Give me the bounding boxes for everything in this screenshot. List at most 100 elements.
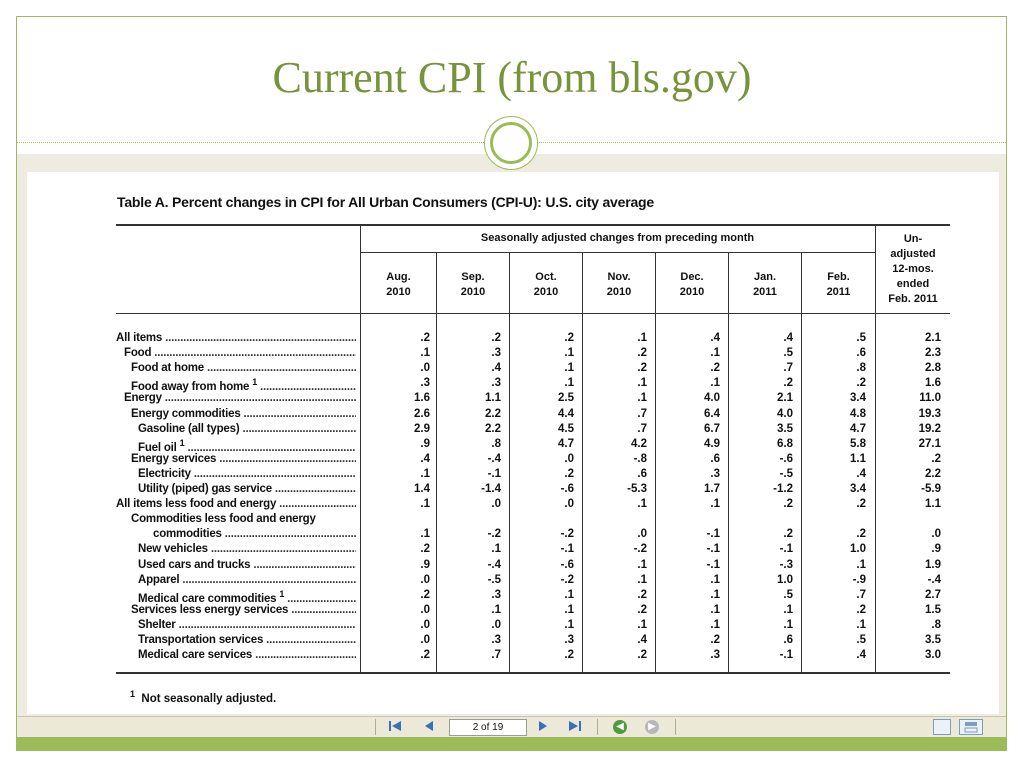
slideshow-navbar: 2 of 19 ◀ ▶ bbox=[17, 716, 1006, 737]
leader-dots: ........................................… bbox=[243, 407, 357, 420]
table-cell: 2.2 bbox=[485, 407, 501, 420]
normal-view-icon[interactable] bbox=[933, 719, 951, 735]
table-cell: 5.8 bbox=[850, 437, 866, 450]
column-header: Nov. 2010 bbox=[583, 270, 655, 300]
table-cell: .1 bbox=[710, 573, 720, 586]
table-cell: .2 bbox=[856, 603, 866, 616]
unadjusted-header-line: Feb. 2011 bbox=[888, 293, 938, 305]
table-cell: .1 bbox=[783, 618, 793, 631]
col-divider bbox=[360, 225, 361, 672]
table-cell: 2.8 bbox=[925, 362, 941, 375]
row-label-text: Food bbox=[124, 347, 152, 360]
table-cell: .8 bbox=[856, 362, 866, 375]
leader-dots: ........................................… bbox=[187, 441, 356, 454]
row-label: Energy commodities .....................… bbox=[131, 408, 356, 420]
row-label-text: commodities bbox=[153, 528, 222, 541]
table-cell: .2 bbox=[856, 498, 866, 511]
leader-dots: ........................................… bbox=[165, 332, 356, 344]
leader-dots: ........................................… bbox=[219, 452, 356, 465]
table-cell: .2 bbox=[564, 467, 574, 480]
row-label: Transportation services ................… bbox=[138, 634, 356, 646]
table-cell: 1.5 bbox=[925, 603, 941, 616]
row-label: Apparel ................................… bbox=[138, 574, 356, 586]
table-cell: -.1 bbox=[706, 528, 720, 541]
table-cell: 2.1 bbox=[777, 392, 793, 405]
table-cell: .4 bbox=[710, 332, 720, 344]
table-cell: .1 bbox=[710, 618, 720, 631]
table-cell: .0 bbox=[420, 362, 430, 375]
last-slide-icon[interactable] bbox=[565, 719, 583, 735]
column-header-year: 2010 bbox=[679, 286, 705, 298]
leader-dots: ........................................… bbox=[279, 498, 356, 511]
column-header-year: 2010 bbox=[460, 286, 486, 298]
table-cell: .4 bbox=[856, 467, 866, 480]
table-cell: 3.5 bbox=[777, 422, 793, 435]
table-cell: 4.5 bbox=[558, 422, 574, 435]
row-label-text: Medical care commodities bbox=[138, 592, 277, 605]
table-cell: -.6 bbox=[560, 558, 574, 571]
table-cell: 1.1 bbox=[485, 392, 501, 405]
leader-dots: ........................................… bbox=[260, 381, 356, 394]
table-cell: .7 bbox=[783, 362, 793, 375]
table-cell: .1 bbox=[637, 573, 647, 586]
table-cell: 3.0 bbox=[925, 649, 941, 662]
forward-icon[interactable]: ▶ bbox=[645, 720, 659, 734]
table-cell: 2.9 bbox=[414, 422, 430, 435]
leader-dots: ........................................… bbox=[193, 467, 356, 480]
bottom-rule bbox=[116, 672, 950, 674]
back-icon[interactable]: ◀ bbox=[613, 720, 627, 734]
column-header-month: Sep. bbox=[461, 271, 485, 283]
table-title: Table A. Percent changes in CPI for All … bbox=[117, 194, 654, 210]
row-label-text: Utility (piped) gas service bbox=[138, 483, 272, 495]
row-label: All items ..............................… bbox=[116, 332, 356, 344]
table-cell: -5.9 bbox=[921, 483, 941, 495]
unadjusted-header: Un- adjusted 12-mos. ended Feb. 2011 bbox=[876, 232, 950, 307]
footnote-text: Not seasonally adjusted. bbox=[141, 692, 277, 705]
table-cell: .2 bbox=[420, 588, 430, 601]
table-cell: .1 bbox=[637, 332, 647, 344]
table-cell: .0 bbox=[420, 634, 430, 646]
table-cell: .1 bbox=[564, 618, 574, 631]
column-header: Jan. 2011 bbox=[729, 270, 801, 300]
next-slide-icon[interactable] bbox=[535, 719, 551, 735]
column-header-year: 2011 bbox=[753, 286, 777, 298]
row-label-text: Apparel bbox=[138, 573, 180, 586]
row-label-text: Food away from home bbox=[131, 381, 250, 394]
column-header-month: Aug. bbox=[386, 271, 411, 283]
footnote-marker: 1 bbox=[130, 689, 136, 699]
table-cell: -.2 bbox=[487, 528, 501, 541]
table-cell: .0 bbox=[637, 528, 647, 541]
table-cell: 27.1 bbox=[918, 437, 941, 450]
table-cell: .0 bbox=[564, 498, 574, 511]
table-cell: .2 bbox=[564, 649, 574, 662]
slide-sorter-icon[interactable] bbox=[959, 719, 983, 735]
table-cell: .2 bbox=[420, 543, 430, 556]
table-cell: .1 bbox=[564, 347, 574, 360]
table-cell: -.1 bbox=[487, 467, 501, 480]
table-cell: .1 bbox=[637, 377, 647, 390]
table-cell: -.6 bbox=[560, 483, 574, 495]
table-cell: 1.7 bbox=[704, 483, 720, 495]
table-cell: .7 bbox=[491, 649, 501, 662]
leader-dots: ........................................… bbox=[253, 558, 356, 571]
row-label: Food ...................................… bbox=[124, 347, 356, 359]
first-slide-icon[interactable] bbox=[387, 719, 405, 735]
table-cell: .8 bbox=[491, 437, 501, 450]
table-cell: .2 bbox=[931, 452, 941, 465]
table-cell: 4.4 bbox=[558, 407, 574, 420]
table-cell: .2 bbox=[420, 649, 430, 662]
table-cell: .7 bbox=[856, 588, 866, 601]
table-cell: .1 bbox=[637, 498, 647, 511]
row-label: Electricity ............................… bbox=[138, 468, 356, 480]
table-cell: .1 bbox=[783, 603, 793, 616]
table-cell: .6 bbox=[856, 347, 866, 360]
row-label: Food at home ...........................… bbox=[131, 362, 356, 374]
row-label: Energy services ........................… bbox=[131, 453, 356, 465]
previous-slide-icon[interactable] bbox=[421, 719, 437, 735]
page-indicator[interactable]: 2 of 19 bbox=[449, 719, 527, 736]
table-cell: 2.7 bbox=[925, 588, 941, 601]
table-cell: .9 bbox=[420, 558, 430, 571]
table-cell: .4 bbox=[491, 362, 501, 375]
table-cell: -.2 bbox=[560, 573, 574, 586]
column-header: Oct. 2010 bbox=[510, 270, 582, 300]
